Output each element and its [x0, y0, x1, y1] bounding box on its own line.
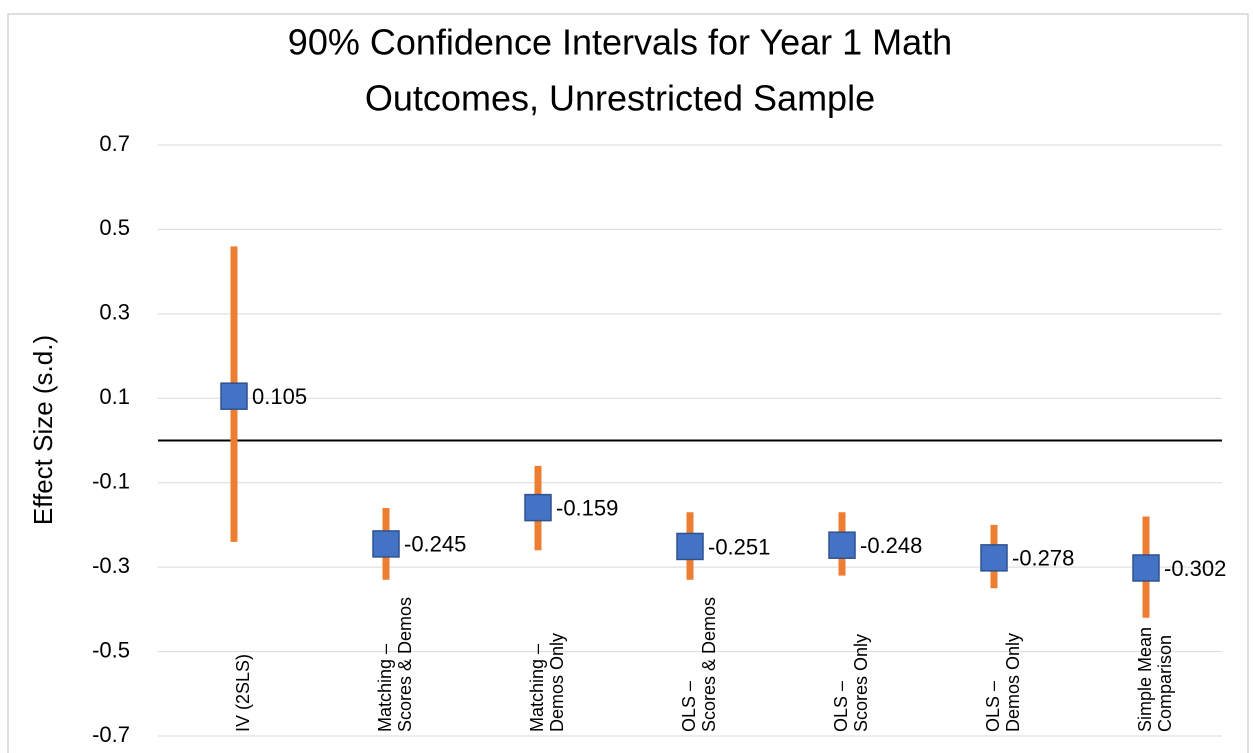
x-tick-label: Comparison: [1155, 635, 1175, 732]
chart-title: 90% Confidence Intervals for Year 1 Math: [288, 22, 952, 63]
data-label: -0.302: [1164, 556, 1226, 581]
x-tick-label: OLS –: [983, 681, 1003, 732]
data-label: -0.159: [556, 495, 618, 520]
y-tick-label: 0.3: [99, 300, 130, 325]
x-tick-label: OLS –: [831, 681, 851, 732]
y-tick-label: -0.5: [92, 637, 130, 662]
chart-title: Outcomes, Unrestricted Sample: [365, 78, 875, 119]
y-tick-label: 0.5: [99, 215, 130, 240]
x-tick-label: Scores & Demos: [395, 597, 415, 732]
point-estimate: [1132, 554, 1160, 582]
x-tick-label: Matching –: [527, 644, 547, 732]
y-tick-label: 0.7: [99, 131, 130, 156]
data-label: -0.248: [860, 533, 922, 558]
x-tick-label: IV (2SLS): [233, 654, 253, 732]
data-label: -0.278: [1012, 546, 1074, 571]
x-tick-label: Demos Only: [547, 633, 567, 732]
chart-border: [7, 13, 1249, 753]
y-tick-label: -0.7: [92, 722, 130, 747]
point-estimate: [676, 532, 704, 561]
x-tick-label: Scores & Demos: [699, 597, 719, 732]
x-tick-label: Demos Only: [1003, 633, 1023, 732]
x-tick-label: OLS –: [679, 681, 699, 732]
point-estimate: [220, 382, 248, 410]
data-label: -0.245: [404, 532, 466, 557]
x-tick-label: Scores Only: [851, 634, 871, 732]
point-estimate: [828, 531, 856, 559]
y-tick-label: -0.1: [92, 469, 130, 494]
data-label: -0.251: [708, 534, 770, 559]
y-tick-label: 0.1: [99, 384, 130, 409]
point-estimate: [372, 530, 400, 558]
y-axis-label: Effect Size (s.d.): [28, 335, 58, 525]
y-tick-label: -0.3: [92, 553, 130, 578]
x-tick-label: Matching –: [375, 644, 395, 732]
data-label: 0.105: [252, 384, 307, 409]
point-estimate: [980, 544, 1008, 572]
x-tick-label: Simple Mean: [1135, 627, 1155, 732]
point-estimate: [524, 493, 552, 522]
